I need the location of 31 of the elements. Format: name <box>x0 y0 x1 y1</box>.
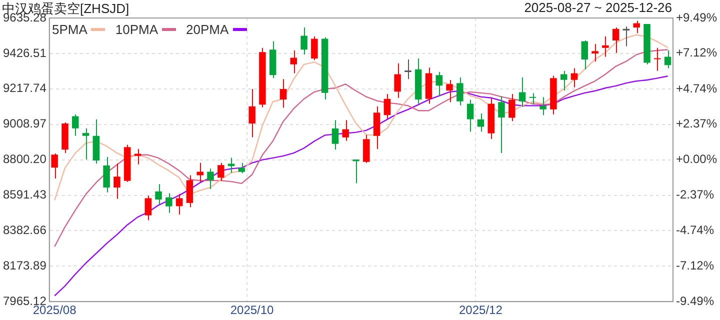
y2-tick-label: -7.12% <box>676 258 714 272</box>
y2-tick-label: -2.37% <box>676 188 714 202</box>
x-tick-label: 2025/12 <box>459 303 503 318</box>
candlestick <box>540 96 546 116</box>
candlestick <box>196 162 204 182</box>
legend-label: 5PMA <box>52 22 88 37</box>
y2-tick-label: +2.37% <box>676 116 718 131</box>
y-tick-label: 8173.89 <box>2 258 47 272</box>
candlestick <box>134 148 142 165</box>
legend-label: 10PMA <box>115 22 158 37</box>
y2-tick-label: +4.74% <box>676 81 718 96</box>
chart-subtitle: 2025-08-27 ~ 2025-12-26 <box>524 0 672 15</box>
candlestick <box>114 163 120 200</box>
x-tick-label: 2025/10 <box>230 303 274 318</box>
y-tick-label: 8800.20 <box>2 152 47 166</box>
y2-tick-label: +7.12% <box>676 46 718 60</box>
y-tick-label: 8591.43 <box>2 188 47 202</box>
candlestick <box>144 195 152 221</box>
candlestick <box>446 80 453 103</box>
y2-tick-label: +9.49% <box>676 10 718 24</box>
y-tick-label: 8382.66 <box>2 223 47 238</box>
y-tick-label: 9008.97 <box>2 116 47 131</box>
candlestick <box>550 75 557 115</box>
y-tick-label: 9426.51 <box>2 46 47 60</box>
legend-label: 20PMA <box>186 22 229 37</box>
y2-tick-label: -4.74% <box>676 222 714 237</box>
y2-tick-label: +0.00% <box>676 152 718 166</box>
candlestick <box>592 44 598 62</box>
y2-tick-label: -9.49% <box>676 294 714 308</box>
candlestick <box>456 76 464 106</box>
y-tick-label: 9217.74 <box>2 81 47 96</box>
